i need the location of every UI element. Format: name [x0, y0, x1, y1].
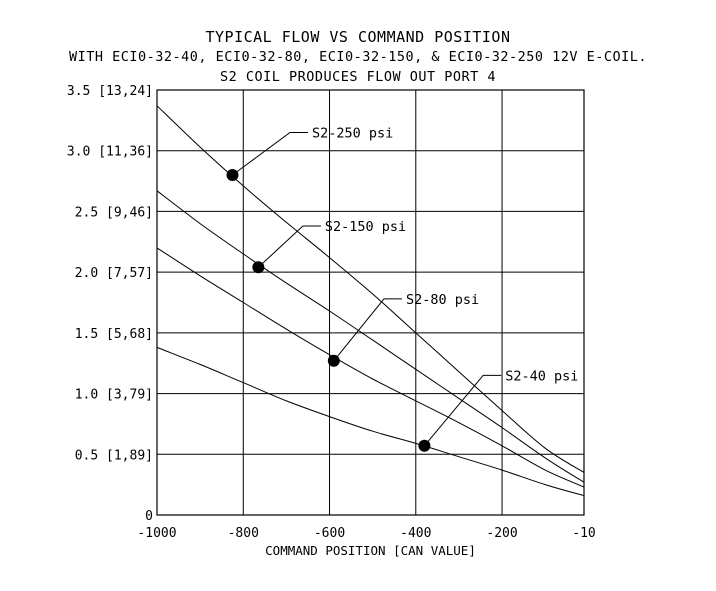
chart-title: TYPICAL FLOW VS COMMAND POSITION: [205, 28, 511, 46]
leader-line: [232, 132, 308, 176]
series-marker: [252, 261, 265, 274]
x-tick-label: -800: [228, 526, 259, 541]
series-line: [156, 190, 585, 483]
leader-line: [258, 225, 321, 268]
series-marker: [226, 169, 239, 181]
series-label: S2-150 psi: [325, 219, 406, 235]
x-tick-label: -200: [486, 526, 517, 541]
x-tick-label: -10: [572, 526, 595, 541]
series-label: S2-250 psi: [312, 126, 393, 142]
y-tick-label: 1.0 [3,79]: [75, 388, 153, 403]
x-axis-label: COMMAND POSITION [CAN VALUE]: [265, 543, 476, 558]
y-tick-label: 1.5 [5,68]: [75, 327, 153, 342]
plot-frame: [156, 89, 585, 516]
y-tick-label: 3.5 [13,24]: [67, 84, 153, 99]
leader-line: [333, 298, 402, 362]
series-line: [156, 346, 585, 497]
series-label: S2-80 psi: [406, 292, 479, 308]
series-marker: [327, 354, 340, 367]
y-tick-label: 2.0 [7,57]: [75, 266, 153, 281]
chart-subtitle-2: S2 COIL PRODUCES FLOW OUT PORT 4: [219, 69, 497, 85]
series-label: S2-40 psi: [505, 368, 578, 384]
series-marker: [418, 439, 431, 452]
x-tick-label: -400: [400, 526, 431, 541]
y-tick-label: 3.0 [11,36]: [67, 145, 153, 160]
y-tick-label: 0: [145, 509, 153, 524]
chart-subtitle: WITH ECI0-32-40, ECI0-32-80, ECI0-32-150…: [68, 49, 648, 65]
y-tick-label: 0.5 [1,89]: [75, 448, 153, 463]
leader-line: [424, 374, 502, 447]
series-line: [156, 247, 585, 488]
x-tick-label: -600: [314, 526, 345, 541]
y-tick-label: 2.5 [9,46]: [75, 205, 153, 220]
x-tick-label: -1000: [137, 526, 176, 541]
